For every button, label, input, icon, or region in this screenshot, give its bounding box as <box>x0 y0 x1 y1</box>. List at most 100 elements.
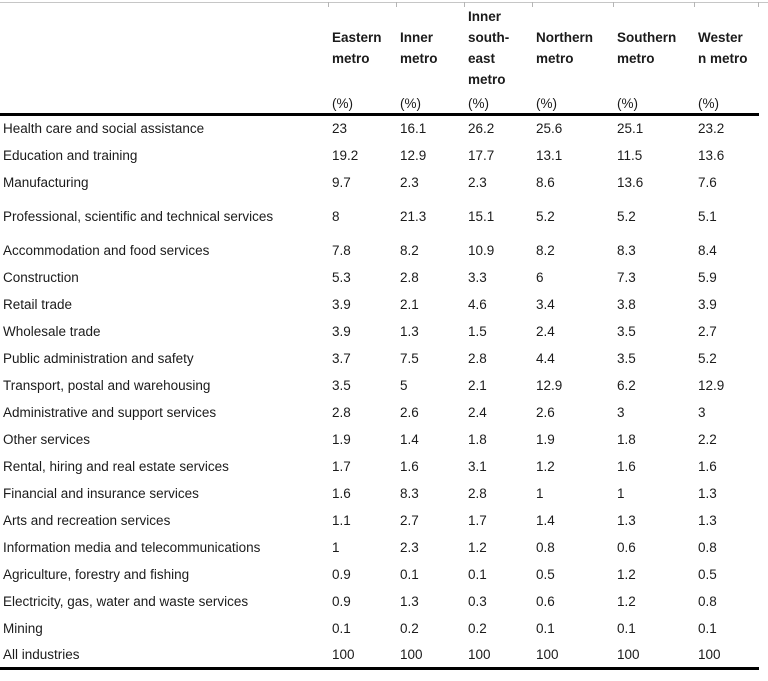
value-cell-inner-south-east-metro: 100 <box>465 641 533 670</box>
column-header-western-metro: Wester n metro <box>698 30 748 66</box>
value-cell-northern-metro: 0.8 <box>536 539 555 555</box>
table-row: Electricity, gas, water and waste servic… <box>0 588 759 615</box>
table-row: Financial and insurance services 1.6 8.3… <box>0 480 759 507</box>
table-row: Public administration and safety 3.7 7.5… <box>0 345 759 372</box>
value-cell-western-metro: 1.3 <box>698 512 717 528</box>
value-cell-inner-south-east-metro: 15.1 <box>468 208 495 224</box>
value-cell-inner-south-east-metro: 1.5 <box>468 323 487 339</box>
value-cell-inner-south-east-metro: 3.1 <box>468 458 487 474</box>
value-cell-inner-metro: 2.8 <box>400 269 419 285</box>
value-cell-eastern-metro: 1 <box>332 539 340 555</box>
column-header-southern-metro: Southern metro <box>617 30 677 66</box>
value-cell-eastern-metro: 8 <box>332 208 340 224</box>
value-cell-western-metro: 0.8 <box>698 539 717 555</box>
value-cell-southern-metro: 1.2 <box>617 593 636 609</box>
value-cell-inner-metro: 2.7 <box>400 512 419 528</box>
value-cell-inner-metro: 1.3 <box>400 323 419 339</box>
industry-label: Information media and telecommunications <box>3 539 261 555</box>
value-cell-eastern-metro: 7.8 <box>332 242 351 258</box>
value-cell-western-metro: 0.1 <box>698 620 717 636</box>
value-cell-inner-metro: 1.6 <box>400 458 419 474</box>
value-cell-southern-metro: 11.5 <box>617 147 643 163</box>
value-cell-western-metro: 100 <box>695 641 759 670</box>
table-row: Transport, postal and warehousing 3.5 5 … <box>0 372 759 399</box>
value-cell-eastern-metro: 3.7 <box>332 350 351 366</box>
value-cell-inner-south-east-metro: 2.8 <box>468 350 487 366</box>
value-cell-inner-metro: 7.5 <box>400 350 419 366</box>
value-cell-eastern-metro: 3.9 <box>332 296 351 312</box>
column-header-inner-south-east-metro: Inner south- east metro <box>468 9 510 87</box>
value-cell-eastern-metro: 3.5 <box>332 377 351 393</box>
industry-share-table: Eastern metro Inner metro Inner south- e… <box>0 3 759 670</box>
value-cell-northern-metro: 1.4 <box>536 512 555 528</box>
unit-header-inner-metro: (%) <box>397 93 465 116</box>
gridline-tick <box>694 2 695 7</box>
gridline-tick <box>396 2 397 7</box>
value-cell-southern-metro: 13.6 <box>617 174 644 190</box>
value-cell-inner-metro: 1.3 <box>400 593 419 609</box>
value-cell-inner-south-east-metro: 17.7 <box>468 147 495 163</box>
value-cell-western-metro: 5.2 <box>698 350 717 366</box>
value-cell-eastern-metro: 3.9 <box>332 323 351 339</box>
value-cell-inner-metro: 0.1 <box>400 566 419 582</box>
value-cell-southern-metro: 3.5 <box>617 323 636 339</box>
value-cell-eastern-metro: 1.7 <box>332 458 351 474</box>
top-gridline <box>0 2 768 7</box>
value-cell-inner-metro: 8.3 <box>400 485 419 501</box>
industry-label: Electricity, gas, water and waste servic… <box>3 593 249 609</box>
value-cell-eastern-metro: 1.9 <box>332 431 351 447</box>
value-cell-western-metro: 8.4 <box>698 242 717 258</box>
value-cell-northern-metro: 12.9 <box>536 377 563 393</box>
value-cell-eastern-metro: 1.1 <box>332 512 351 528</box>
value-cell-eastern-metro: 5.3 <box>332 269 351 285</box>
industry-label: Transport, postal and warehousing <box>3 377 211 393</box>
value-cell-western-metro: 1.3 <box>698 485 717 501</box>
value-cell-northern-metro: 5.2 <box>536 208 555 224</box>
industry-label: Wholesale trade <box>3 323 101 339</box>
value-cell-inner-metro: 2.1 <box>400 296 419 312</box>
value-cell-western-metro: 3 <box>698 404 706 420</box>
table-row: Wholesale trade 3.9 1.3 1.5 2.4 3.5 2.7 <box>0 318 759 345</box>
value-cell-southern-metro: 5.2 <box>617 208 636 224</box>
value-cell-eastern-metro: 0.9 <box>332 593 351 609</box>
value-cell-southern-metro: 3.5 <box>617 350 636 366</box>
row-label-header-blank <box>0 3 329 93</box>
table-header: Eastern metro Inner metro Inner south- e… <box>0 3 759 116</box>
unit-header-southern-metro: (%) <box>614 93 695 116</box>
value-cell-inner-south-east-metro: 4.6 <box>468 296 487 312</box>
value-cell-southern-metro: 8.3 <box>617 242 636 258</box>
table-row: Information media and telecommunications… <box>0 534 759 561</box>
unit-header-inner-south-east-metro: (%) <box>465 93 533 116</box>
value-cell-eastern-metro: 19.2 <box>332 147 359 163</box>
value-cell-northern-metro: 100 <box>533 641 614 670</box>
table-row: Mining 0.1 0.2 0.2 0.1 0.1 0.1 <box>0 615 759 642</box>
value-cell-western-metro: 2.7 <box>698 323 717 339</box>
value-cell-eastern-metro: 23 <box>332 121 348 137</box>
value-cell-southern-metro: 1.3 <box>617 512 636 528</box>
industry-label: Agriculture, forestry and fishing <box>3 566 190 582</box>
value-cell-southern-metro: 3 <box>617 404 625 420</box>
value-cell-inner-metro: 2.3 <box>400 174 419 190</box>
value-cell-northern-metro: 1.2 <box>536 458 555 474</box>
industry-label: Mining <box>3 620 43 636</box>
value-cell-northern-metro: 13.1 <box>536 147 563 163</box>
value-cell-inner-metro: 21.3 <box>400 208 427 224</box>
table-row: Arts and recreation services 1.1 2.7 1.7… <box>0 507 759 534</box>
value-cell-northern-metro: 1.9 <box>536 431 555 447</box>
value-cell-northern-metro: 0.5 <box>536 566 555 582</box>
value-cell-eastern-metro: 0.1 <box>332 620 351 636</box>
value-cell-western-metro: 5.1 <box>698 208 717 224</box>
value-cell-southern-metro: 1.2 <box>617 566 636 582</box>
value-cell-eastern-metro: 100 <box>329 641 397 670</box>
table-row: Education and training 19.2 12.9 17.7 13… <box>0 142 759 169</box>
value-cell-southern-metro: 1 <box>617 485 625 501</box>
industry-label: Administrative and support services <box>3 404 217 420</box>
value-cell-eastern-metro: 0.9 <box>332 566 351 582</box>
industry-label: Rental, hiring and real estate services <box>3 458 229 474</box>
table-row: Administrative and support services 2.8 … <box>0 399 759 426</box>
value-cell-southern-metro: 1.8 <box>617 431 636 447</box>
industry-label: Retail trade <box>3 296 73 312</box>
table-row: Construction 5.3 2.8 3.3 6 7.3 5.9 <box>0 264 759 291</box>
value-cell-northern-metro: 2.4 <box>536 323 555 339</box>
